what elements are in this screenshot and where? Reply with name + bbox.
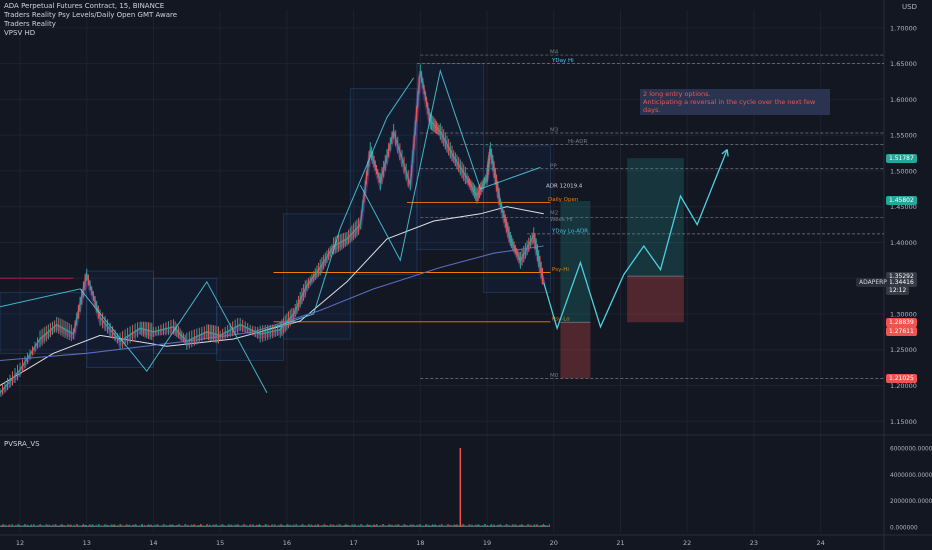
x-tick-label: 21 [616, 539, 624, 547]
y-tick-label: 1.25000 [890, 346, 917, 354]
volume-tick-label: 0.000000 [890, 526, 918, 532]
cycle-line [359, 68, 541, 262]
cycle-line [260, 77, 415, 333]
currency-label[interactable]: USD [902, 3, 917, 11]
ema-white [0, 206, 544, 386]
y-tick-label: 1.50000 [890, 167, 917, 175]
note-line-1: 2 long entry options. [643, 90, 711, 98]
position-target-zone [560, 200, 591, 323]
indicator-traders-reality[interactable]: Traders Reality [4, 20, 56, 28]
price-tag: 1.35292 [886, 271, 917, 281]
level-label-m4: M4 [550, 50, 559, 56]
price-tag: 1.45802 [886, 196, 917, 206]
x-tick-label: 15 [216, 539, 224, 547]
y-tick-label: 1.70000 [890, 24, 917, 32]
forecast-path [543, 149, 728, 331]
price-tag: 12:12 [886, 285, 910, 295]
level-label-adr: ADR 12019.4 [546, 183, 583, 189]
session-box [349, 88, 418, 275]
chart-title: ADA Perpetual Futures Contract, 15, BINA… [4, 2, 165, 10]
y-tick-label: 1.30000 [890, 310, 917, 318]
level-label-m3: M3 [550, 128, 559, 134]
y-tick-label: 1.40000 [890, 239, 917, 247]
level-label-m0: M0 [550, 373, 559, 379]
volume-pane-label[interactable]: PVSRA_VS [4, 440, 40, 448]
x-tick-label: 12 [16, 539, 24, 547]
note-line-2: Anticipating a reversal in the cycle ove… [643, 98, 816, 114]
indicator-psy-levels[interactable]: Traders Reality Psy Levels/Daily Open GM… [4, 11, 178, 19]
symbol-tag: ADAPERP [856, 277, 890, 287]
level-label-psy_lo: Psy-Lo [552, 316, 570, 322]
x-tick-label: 14 [149, 539, 157, 547]
indicator-vpsv[interactable]: VPSV HD [4, 29, 36, 37]
y-tick-label: 1.55000 [890, 132, 917, 140]
level-label-pp: PP [550, 163, 557, 169]
level-label-yday_lo: YDay Lo-ADR [551, 228, 588, 234]
price-tag: 1.21025 [886, 373, 917, 383]
volume-tick-label: 2000000.000000 [890, 499, 932, 505]
level-label-m2: M2 [550, 210, 558, 216]
price-tag: 1.51787 [886, 153, 917, 163]
position-stop-zone [560, 322, 591, 379]
volume-tick-label: 4000000.000000 [890, 473, 932, 479]
level-label-yday_hi: YDay Hi [551, 58, 574, 64]
x-tick-label: 18 [416, 539, 424, 547]
y-tick-label: 1.20000 [890, 382, 917, 390]
level-label-week_hi: Week Hi [550, 217, 573, 223]
volume-tick-label: 6000000.000000 [890, 447, 932, 453]
position-stop-zone [627, 276, 684, 323]
x-tick-label: 16 [283, 539, 291, 547]
level-label-psy_hi: Psy-Hi [552, 267, 569, 273]
session-box [86, 270, 154, 368]
cycle-line [0, 280, 268, 393]
x-tick-label: 19 [483, 539, 491, 547]
x-tick-label: 17 [349, 539, 357, 547]
x-tick-label: 20 [550, 539, 558, 547]
session-box [0, 292, 88, 354]
y-tick-label: 1.45000 [890, 203, 917, 211]
price-tag: 1.27611 [886, 326, 917, 336]
x-tick-label: 24 [816, 539, 824, 547]
y-tick-label: 1.60000 [890, 96, 917, 104]
price-tag: 1.34416 [886, 277, 917, 287]
level-label-hi_adr: Hi-ADR [568, 139, 588, 145]
y-tick-label: 1.65000 [890, 60, 917, 68]
x-tick-label: 13 [83, 539, 91, 547]
price-tag: 1.28839 [886, 317, 917, 327]
x-tick-label: 22 [683, 539, 691, 547]
x-tick-label: 23 [750, 539, 758, 547]
annotation-note[interactable]: 2 long entry options. Anticipating a rev… [640, 89, 830, 115]
forecast-arrowhead [721, 148, 729, 157]
y-tick-label: 1.15000 [890, 418, 917, 426]
level-label-daily_open: Daily Open [548, 197, 579, 203]
